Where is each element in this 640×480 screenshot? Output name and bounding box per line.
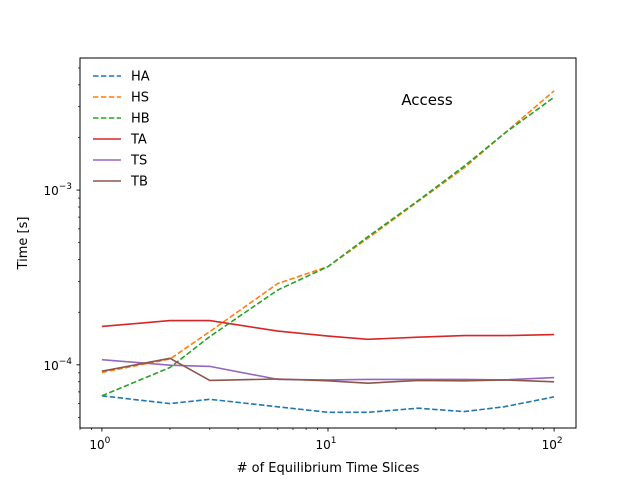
legend-label-ta: TA bbox=[130, 133, 147, 148]
x-axis-label: # of Equilibrium Time Slices bbox=[237, 461, 420, 476]
series-line-ha bbox=[101, 395, 555, 414]
legend-label-hb: HB bbox=[131, 112, 150, 127]
x-tick-label: 101 bbox=[315, 436, 336, 452]
chart-title: Access bbox=[401, 91, 453, 109]
y-axis-label: Time [s] bbox=[16, 217, 31, 271]
x-tick-label: 102 bbox=[542, 436, 563, 452]
y-tick-label: 10−4 bbox=[43, 357, 72, 373]
y-axis: 10−4 10−3 bbox=[43, 67, 80, 418]
series-line-ta bbox=[101, 319, 555, 341]
axes-frame bbox=[79, 57, 577, 429]
plot-lines bbox=[101, 90, 555, 414]
legend-label-hs: HS bbox=[131, 91, 149, 106]
x-tick-label: 100 bbox=[89, 436, 110, 452]
series-line-hb bbox=[101, 96, 555, 397]
series-line-tb bbox=[101, 357, 555, 385]
legend-label-tb: TB bbox=[130, 175, 148, 190]
y-tick-label: 10−3 bbox=[43, 182, 72, 198]
x-axis: 100 101 102 bbox=[79, 428, 563, 452]
legend-label-ts: TS bbox=[130, 154, 147, 169]
legend: HA HS HB TA TS TB bbox=[93, 70, 150, 190]
legend-label-ha: HA bbox=[131, 70, 150, 85]
